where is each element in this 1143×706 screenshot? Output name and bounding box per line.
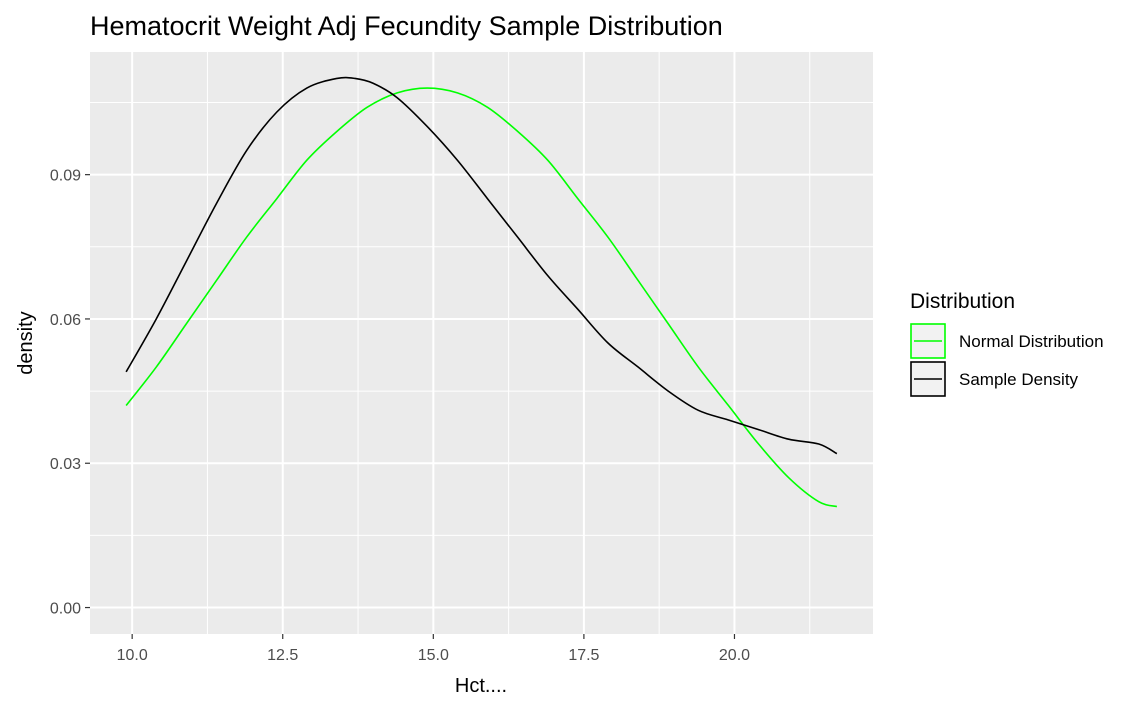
major-gridlines	[90, 52, 873, 634]
legend: Distribution Normal Distribution Sample D…	[910, 290, 1104, 397]
y-tick-label: 0.03	[50, 456, 81, 473]
y-tick-label: 0.09	[50, 168, 81, 185]
x-tick-label: 10.0	[117, 647, 148, 664]
legend-label-normal-distribution: Normal Distribution	[959, 332, 1104, 351]
chart-title: Hematocrit Weight Adj Fecundity Sample D…	[90, 11, 723, 41]
x-tick-label: 17.5	[568, 647, 599, 664]
y-tick-label: 0.06	[50, 312, 81, 329]
legend-label-sample-density: Sample Density	[959, 370, 1079, 389]
y-axis: 0.00 0.03 0.06 0.09	[50, 168, 90, 618]
minor-gridlines	[90, 52, 873, 634]
y-axis-label: density	[15, 311, 37, 374]
x-axis-label: Hct....	[455, 675, 507, 697]
series-line-normal-distribution	[125, 87, 838, 508]
x-tick-label: 12.5	[267, 647, 298, 664]
legend-entry-sample-density: Sample Density	[910, 361, 1079, 397]
y-tick-label: 0.00	[50, 601, 81, 618]
x-tick-label: 15.0	[418, 647, 449, 664]
series-line-sample-density	[125, 76, 838, 455]
x-tick-label: 20.0	[719, 647, 750, 664]
legend-title: Distribution	[910, 290, 1015, 313]
plot-panel	[90, 52, 873, 634]
x-axis: 10.0 12.5 15.0 17.5 20.0	[117, 634, 750, 664]
legend-entry-normal-distribution: Normal Distribution	[910, 323, 1104, 359]
series-layer	[125, 76, 838, 508]
